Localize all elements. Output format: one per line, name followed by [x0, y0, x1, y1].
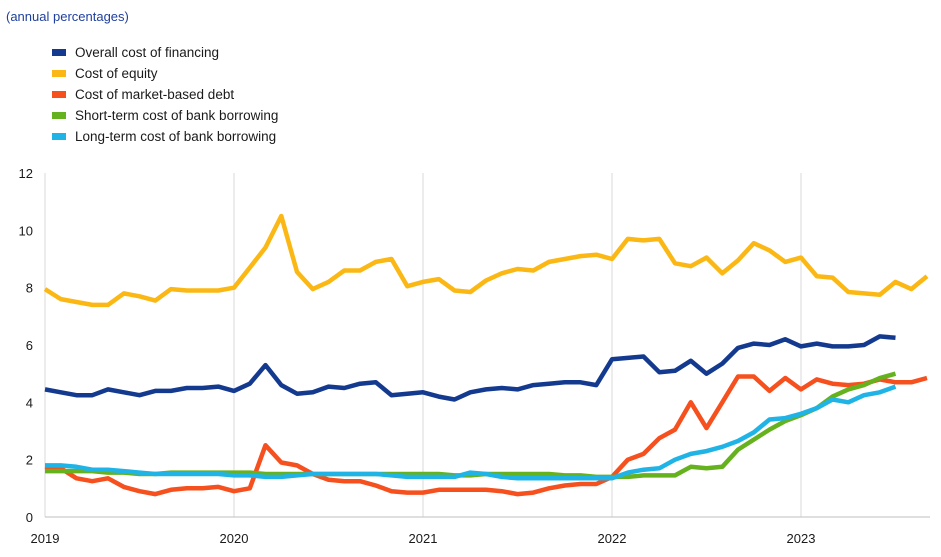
legend-swatch	[52, 133, 66, 140]
legend-swatch	[52, 70, 66, 77]
x-tick-label: 2023	[787, 531, 816, 546]
legend-label: Long-term cost of bank borrowing	[75, 129, 277, 144]
y-tick-label: 12	[19, 166, 33, 181]
legend-item: Cost of equity	[52, 63, 278, 84]
legend-swatch	[52, 91, 66, 98]
x-tick-label: 2020	[220, 531, 249, 546]
legend-item: Short-term cost of bank borrowing	[52, 105, 278, 126]
legend-item: Long-term cost of bank borrowing	[52, 126, 278, 147]
x-tick-label: 2021	[409, 531, 438, 546]
series-line	[43, 213, 929, 308]
series-line	[45, 384, 897, 481]
y-tick-label: 2	[26, 453, 33, 468]
y-tick-label: 10	[19, 223, 33, 238]
legend-label: Cost of market-based debt	[75, 87, 235, 102]
y-tick-label: 8	[26, 281, 33, 296]
x-tick-label: 2019	[31, 531, 60, 546]
chart-subtitle: (annual percentages)	[6, 9, 129, 24]
x-tick-label: 2022	[598, 531, 627, 546]
y-tick-label: 4	[26, 395, 33, 410]
legend-label: Short-term cost of bank borrowing	[75, 108, 279, 123]
series-line	[44, 374, 928, 497]
y-tick-label: 0	[26, 510, 33, 525]
legend-item: Cost of market-based debt	[52, 84, 278, 105]
legend-label: Cost of equity	[75, 66, 158, 81]
legend-swatch	[52, 49, 66, 56]
y-tick-label: 6	[26, 338, 33, 353]
chart-legend: Overall cost of financing Cost of equity…	[52, 42, 278, 147]
series-line	[44, 334, 896, 402]
legend-label: Overall cost of financing	[75, 45, 220, 60]
legend-item: Overall cost of financing	[52, 42, 278, 63]
legend-swatch	[52, 112, 66, 119]
